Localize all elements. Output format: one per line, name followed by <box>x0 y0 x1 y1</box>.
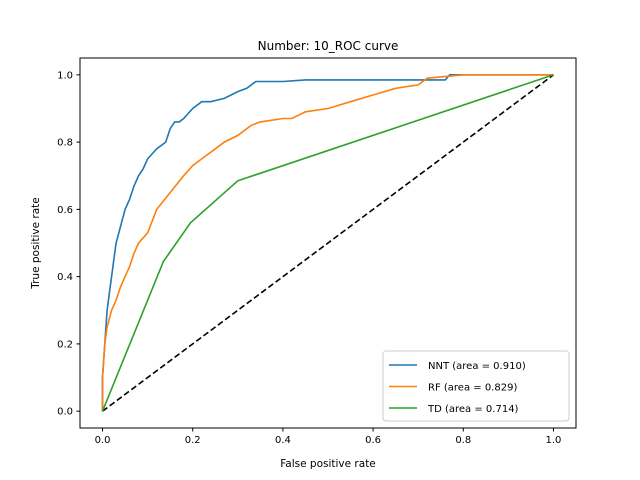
series-line-0 <box>101 74 554 412</box>
y-tick-label: 0.6 <box>57 205 73 216</box>
y-tick-label: 0.4 <box>57 272 73 283</box>
y-tick-label: 0.2 <box>57 339 73 350</box>
y-axis-label: True positive rate <box>30 197 42 290</box>
reference-diagonal-line <box>102 74 554 412</box>
x-tick-label: 0.4 <box>275 435 291 446</box>
legend-box <box>382 350 570 422</box>
legend-label-2: TD (area = 0.714) <box>427 404 519 415</box>
x-tick-label: 0.2 <box>185 435 201 446</box>
x-tick-label: 0.6 <box>365 435 381 446</box>
x-tick-label: 1.0 <box>546 435 562 446</box>
legend: NNT (area = 0.910) RF (area = 0.829) TD (a… <box>382 350 570 422</box>
legend-label-0: NNT (area = 0.910) <box>428 361 526 372</box>
y-tick-label: 0.0 <box>57 407 73 418</box>
plot-lines <box>101 74 554 412</box>
series-line-1 <box>101 74 554 412</box>
x-tick-label: 0.8 <box>455 435 471 446</box>
plot-frame <box>79 57 577 429</box>
y-tick-label: 1.0 <box>57 70 73 81</box>
y-axis-ticks: 0.0 0.2 0.4 0.6 0.8 1.0 <box>57 70 80 418</box>
series-line-2 <box>101 74 554 412</box>
legend-label-1: RF (area = 0.829) <box>428 383 517 394</box>
x-tick-label: 0.0 <box>95 435 111 446</box>
x-axis-label: False positive rate <box>280 458 376 470</box>
x-axis-ticks: 0.0 0.2 0.4 0.6 0.8 1.0 <box>95 428 562 446</box>
legend-entries: NNT (area = 0.910) RF (area = 0.829) TD (a… <box>389 361 526 415</box>
chart-title: Number: 10_ROC curve <box>258 39 399 53</box>
y-tick-label: 0.8 <box>57 138 73 149</box>
